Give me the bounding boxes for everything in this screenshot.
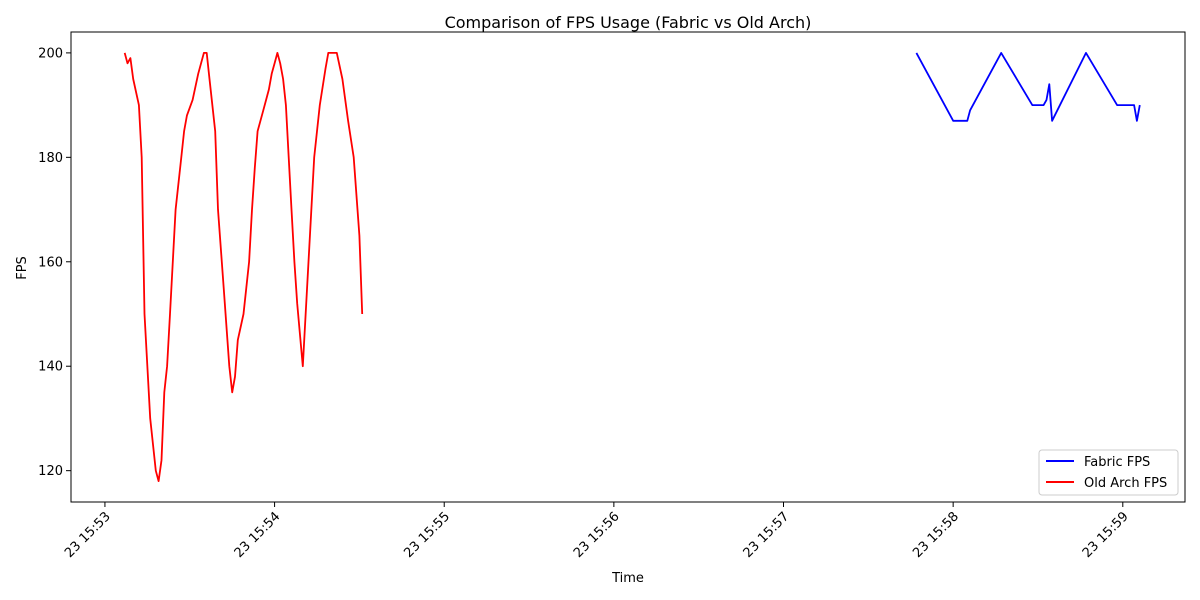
y-axis: 120 140 160 180 200 <box>38 46 71 479</box>
legend: Fabric FPS Old Arch FPS <box>1038 449 1179 496</box>
legend-fabric-label: Fabric FPS <box>1084 455 1150 470</box>
y-tick-label: 200 <box>38 46 63 61</box>
y-tick-label: 160 <box>38 255 63 270</box>
x-axis-title: Time <box>611 571 644 586</box>
chart-title: Comparison of FPS Usage (Fabric vs Old A… <box>445 13 812 32</box>
legend-old-arch-label: Old Arch FPS <box>1084 476 1167 491</box>
series-layer <box>123 52 1141 483</box>
y-axis-title: FPS <box>15 256 30 280</box>
y-tick-label: 180 <box>38 151 63 166</box>
y-tick-label: 140 <box>38 360 63 375</box>
y-tick-label: 120 <box>38 464 63 479</box>
series-line-fabric <box>915 52 1141 122</box>
series-line-old-arch <box>123 52 364 483</box>
plot-frame <box>70 31 1186 503</box>
